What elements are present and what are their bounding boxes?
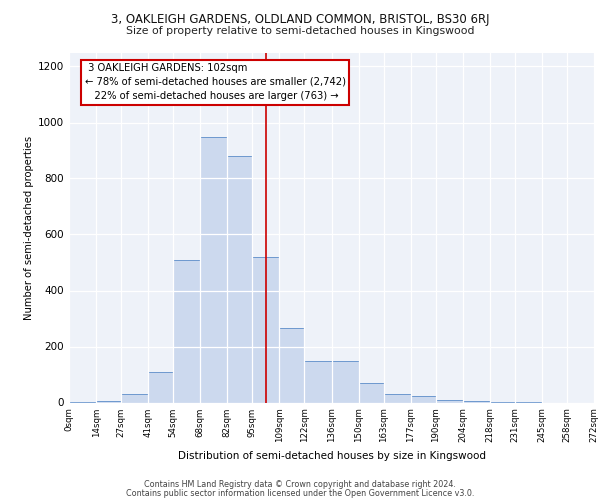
Bar (436, 400, 463, 402)
Bar (304, 360, 331, 403)
Bar (410, 396, 436, 402)
Bar (253, 257, 280, 402)
Bar (173, 260, 200, 402)
Bar (359, 383, 383, 402)
Text: 3, OAKLEIGH GARDENS, OLDLAND COMMON, BRISTOL, BS30 6RJ: 3, OAKLEIGH GARDENS, OLDLAND COMMON, BRI… (111, 12, 489, 26)
Text: 3 OAKLEIGH GARDENS: 102sqm
← 78% of semi-detached houses are smaller (2,742)
   : 3 OAKLEIGH GARDENS: 102sqm ← 78% of semi… (85, 63, 346, 101)
Text: Contains public sector information licensed under the Open Government Licence v3: Contains public sector information licen… (126, 488, 474, 498)
Bar (121, 394, 148, 402)
Bar (96, 401, 121, 402)
Bar (200, 136, 227, 402)
Bar (280, 328, 304, 402)
Text: Contains HM Land Registry data © Crown copyright and database right 2024.: Contains HM Land Registry data © Crown c… (144, 480, 456, 489)
Bar (227, 156, 253, 402)
Y-axis label: Number of semi-detached properties: Number of semi-detached properties (24, 136, 34, 320)
Bar (383, 394, 410, 402)
Bar (463, 401, 490, 402)
Bar (331, 360, 359, 403)
X-axis label: Distribution of semi-detached houses by size in Kingswood: Distribution of semi-detached houses by … (178, 450, 485, 460)
Text: Size of property relative to semi-detached houses in Kingswood: Size of property relative to semi-detach… (126, 26, 474, 36)
Bar (148, 372, 173, 402)
